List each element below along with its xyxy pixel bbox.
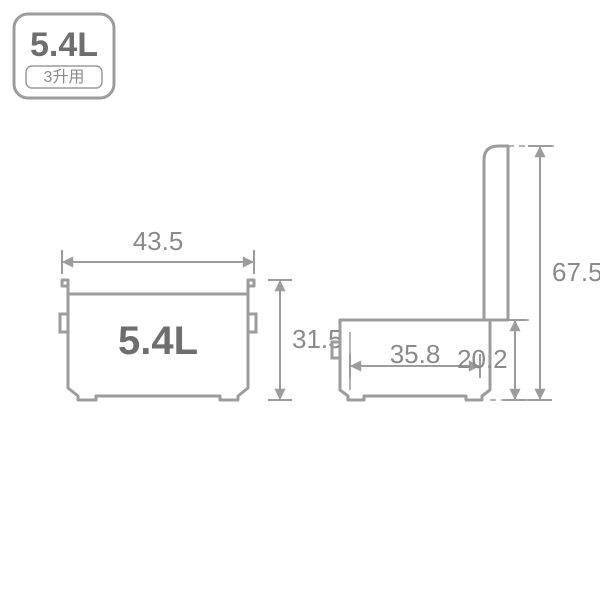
dim-label: 35.8 [390, 339, 441, 369]
badge-main: 5.4L [30, 26, 98, 64]
side-view-lid [484, 146, 508, 320]
dimension-diagram: 5.4L 3升用 5.4L 43.5 31.5 35.8 67.5 20.2 [0, 0, 600, 600]
badge-sub: 3升用 [44, 68, 85, 86]
dim-label: 31.5 [292, 324, 343, 354]
dim-label: 43.5 [133, 226, 184, 256]
dim-label: 20.2 [457, 344, 508, 374]
capacity-label: 5.4L [118, 319, 198, 363]
dim-label: 67.5 [552, 257, 600, 287]
